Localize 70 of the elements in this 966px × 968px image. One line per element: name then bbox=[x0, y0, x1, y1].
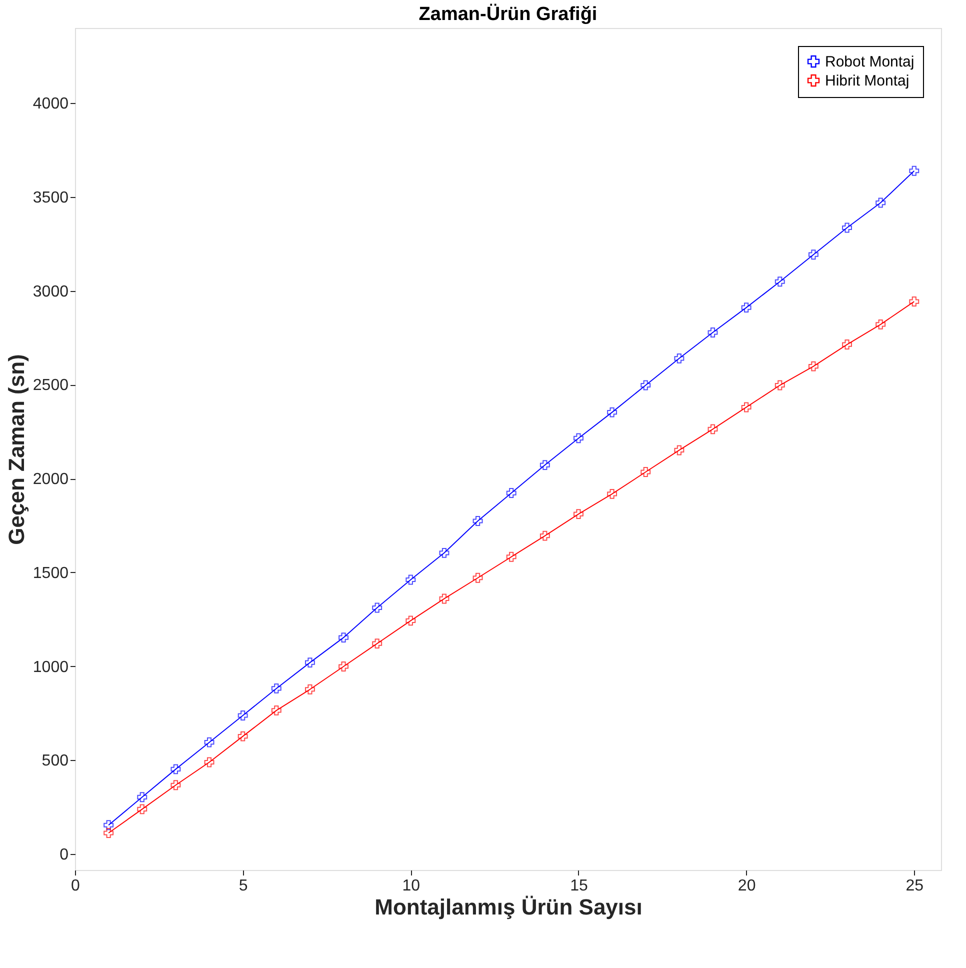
x-tick-label: 25 bbox=[906, 878, 924, 894]
point bbox=[104, 828, 114, 838]
x-axis-title: Montajlanmış Ürün Sayısı bbox=[374, 894, 642, 920]
legend-label: Robot Montaj bbox=[825, 54, 914, 70]
point bbox=[304, 658, 315, 668]
point bbox=[439, 548, 450, 558]
point bbox=[104, 820, 114, 830]
point bbox=[304, 684, 315, 694]
point bbox=[137, 792, 148, 802]
point bbox=[741, 302, 752, 313]
point bbox=[842, 222, 852, 233]
point bbox=[472, 572, 483, 583]
point bbox=[876, 198, 886, 208]
point bbox=[708, 424, 718, 434]
point bbox=[271, 705, 282, 716]
y-tick-label: 4000 bbox=[32, 96, 69, 113]
point bbox=[808, 361, 818, 372]
y-tick-label: 3500 bbox=[32, 189, 69, 206]
point bbox=[674, 445, 684, 456]
y-tick-label: 2000 bbox=[32, 471, 69, 488]
legend-label: Hibrit Montaj bbox=[825, 72, 910, 90]
x-tick-label: 15 bbox=[570, 878, 588, 894]
point bbox=[338, 662, 348, 672]
point bbox=[238, 710, 248, 720]
point bbox=[439, 594, 450, 604]
point bbox=[338, 632, 348, 643]
point bbox=[708, 328, 718, 338]
chart-title: Zaman-Ürün Grafiği bbox=[418, 3, 598, 25]
point bbox=[607, 407, 618, 418]
point bbox=[607, 488, 618, 499]
point bbox=[137, 804, 148, 814]
y-tick-label: 0 bbox=[60, 846, 69, 864]
point bbox=[808, 250, 818, 260]
point bbox=[372, 638, 382, 649]
point bbox=[640, 380, 651, 390]
y-tick-label: 1500 bbox=[32, 564, 69, 582]
point bbox=[540, 460, 550, 470]
point bbox=[472, 516, 483, 526]
y-tick-label: 2500 bbox=[32, 377, 69, 394]
x-tick-label: 10 bbox=[402, 878, 420, 894]
point bbox=[170, 764, 181, 774]
point bbox=[876, 319, 886, 330]
point bbox=[574, 509, 584, 520]
point bbox=[909, 166, 920, 176]
x-tick-label: 5 bbox=[238, 878, 248, 894]
point bbox=[372, 602, 382, 613]
point bbox=[909, 296, 920, 307]
y-axis-title: Geçen Zaman (sn) bbox=[4, 354, 29, 545]
point bbox=[540, 530, 550, 541]
point bbox=[406, 574, 416, 585]
y-tick-label: 1000 bbox=[32, 658, 69, 676]
point bbox=[170, 780, 181, 790]
y-tick-label: 500 bbox=[42, 752, 69, 770]
point bbox=[506, 552, 516, 562]
point bbox=[506, 488, 516, 498]
point bbox=[204, 757, 214, 768]
x-tick-label: 0 bbox=[71, 878, 80, 894]
point bbox=[238, 731, 248, 742]
point bbox=[271, 683, 282, 694]
point bbox=[774, 380, 785, 390]
x-tick-label: 20 bbox=[738, 878, 756, 894]
y-tick-label: 3000 bbox=[32, 283, 69, 300]
point bbox=[640, 467, 651, 477]
point bbox=[204, 737, 214, 748]
point bbox=[774, 276, 785, 287]
point bbox=[674, 353, 684, 364]
point bbox=[842, 340, 852, 350]
point bbox=[574, 433, 584, 444]
point bbox=[406, 616, 416, 626]
point bbox=[741, 402, 752, 412]
